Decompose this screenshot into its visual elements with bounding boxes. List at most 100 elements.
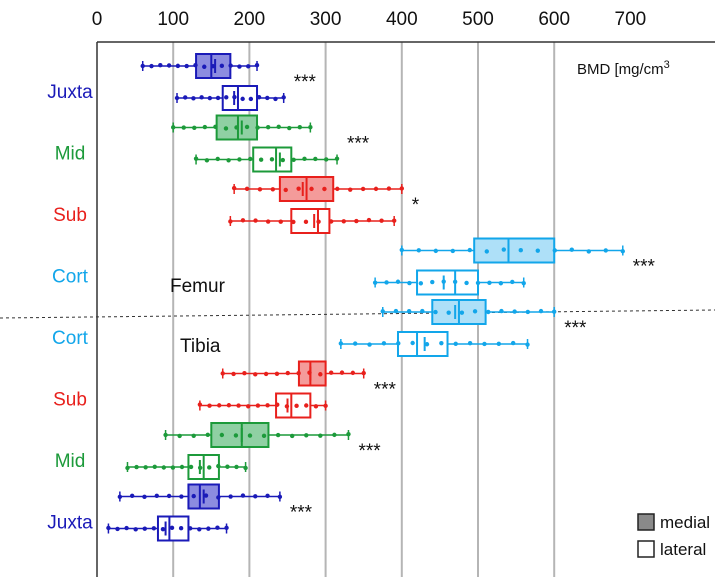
data-point bbox=[253, 372, 257, 376]
data-point bbox=[473, 309, 477, 313]
data-point bbox=[124, 526, 128, 530]
data-point bbox=[353, 341, 357, 345]
data-point bbox=[318, 433, 322, 437]
femur-juxta-medial-box bbox=[141, 54, 260, 78]
data-point bbox=[264, 372, 268, 376]
unit-label: BMD [mg/cm3 bbox=[577, 59, 670, 78]
data-point bbox=[234, 465, 238, 469]
data-point bbox=[510, 280, 514, 284]
data-point bbox=[211, 64, 215, 68]
data-point bbox=[258, 187, 262, 191]
row-label: Sub bbox=[53, 205, 87, 226]
section-label-femur: Femur bbox=[170, 276, 226, 297]
data-point bbox=[208, 96, 212, 100]
data-point bbox=[213, 125, 217, 129]
row-label: Juxta bbox=[47, 513, 93, 534]
data-point bbox=[175, 96, 179, 100]
data-point bbox=[265, 494, 269, 498]
row-label: Mid bbox=[55, 144, 86, 165]
data-point bbox=[216, 157, 220, 161]
data-point bbox=[367, 342, 371, 346]
x-tick-label: 700 bbox=[615, 9, 647, 30]
data-point bbox=[142, 495, 146, 499]
unit-superscript: 3 bbox=[664, 59, 670, 71]
data-point bbox=[434, 249, 438, 253]
data-point bbox=[329, 219, 333, 223]
data-point bbox=[277, 125, 281, 129]
data-point bbox=[241, 493, 245, 497]
data-point bbox=[453, 280, 457, 284]
data-point bbox=[291, 158, 295, 162]
femur-cort-lateral-box bbox=[373, 271, 526, 295]
data-point bbox=[253, 218, 257, 222]
significance-annotation: *** bbox=[358, 441, 381, 462]
data-point bbox=[276, 433, 280, 437]
data-point bbox=[206, 526, 210, 530]
data-point bbox=[339, 341, 343, 345]
data-point bbox=[162, 465, 166, 469]
data-point bbox=[246, 64, 250, 68]
data-point bbox=[439, 341, 443, 345]
data-point bbox=[171, 125, 175, 129]
data-point bbox=[313, 157, 317, 161]
x-tick-label: 600 bbox=[538, 9, 570, 30]
data-point bbox=[234, 433, 238, 437]
data-point bbox=[284, 188, 288, 192]
data-point bbox=[454, 342, 458, 346]
significance-annotation: *** bbox=[633, 257, 656, 278]
data-point bbox=[290, 434, 294, 438]
data-point bbox=[536, 248, 540, 252]
data-point bbox=[354, 219, 358, 223]
data-point bbox=[206, 433, 210, 437]
data-point bbox=[179, 494, 183, 498]
data-point bbox=[587, 249, 591, 253]
data-point bbox=[279, 220, 283, 224]
data-point bbox=[278, 495, 282, 499]
data-point bbox=[410, 341, 414, 345]
data-point bbox=[176, 64, 180, 68]
data-point bbox=[246, 404, 250, 408]
data-point bbox=[570, 247, 574, 251]
data-point bbox=[237, 64, 241, 68]
data-point bbox=[512, 309, 516, 313]
data-point bbox=[179, 526, 183, 530]
data-point bbox=[384, 280, 388, 284]
data-point bbox=[525, 342, 529, 346]
data-point bbox=[153, 465, 157, 469]
data-point bbox=[199, 95, 203, 99]
data-point bbox=[265, 403, 269, 407]
data-point bbox=[253, 494, 257, 498]
femur-cort-medial-box bbox=[400, 239, 625, 263]
data-point bbox=[425, 342, 429, 346]
tibia-juxta-medial-box bbox=[118, 485, 282, 509]
data-point bbox=[394, 309, 398, 313]
data-point bbox=[281, 158, 285, 162]
section-divider bbox=[0, 310, 715, 318]
legend-swatch-lateral bbox=[638, 541, 654, 557]
data-point bbox=[400, 248, 404, 252]
box-iqr bbox=[417, 271, 478, 295]
data-point bbox=[296, 186, 300, 190]
data-point bbox=[224, 526, 228, 530]
legend-label-medial: medial bbox=[660, 513, 710, 532]
data-point bbox=[374, 187, 378, 191]
data-point bbox=[387, 186, 391, 190]
data-point bbox=[433, 310, 437, 314]
data-point bbox=[118, 495, 122, 499]
data-point bbox=[130, 494, 134, 498]
data-point bbox=[332, 433, 336, 437]
femur-mid-medial-box bbox=[171, 116, 313, 140]
data-point bbox=[171, 465, 175, 469]
femur-sub-lateral-box bbox=[228, 209, 396, 233]
data-point bbox=[302, 157, 306, 161]
data-point bbox=[216, 464, 220, 468]
data-point bbox=[232, 186, 236, 190]
data-point bbox=[143, 465, 147, 469]
data-point bbox=[170, 526, 174, 530]
data-point bbox=[202, 65, 206, 69]
data-point bbox=[539, 309, 543, 313]
tibia-mid-lateral-box bbox=[125, 455, 248, 479]
data-point bbox=[248, 157, 252, 161]
data-point bbox=[228, 63, 232, 67]
